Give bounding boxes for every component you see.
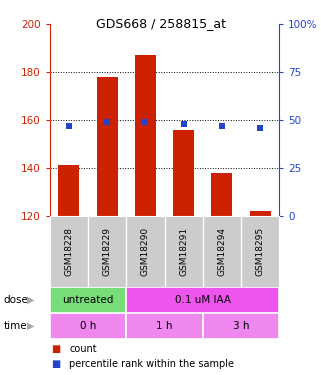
Bar [97, 77, 118, 216]
Text: dose: dose [4, 295, 29, 305]
Point [105, 119, 110, 125]
Text: time: time [4, 321, 28, 331]
Text: GSM18294: GSM18294 [217, 227, 226, 276]
Point [143, 119, 148, 125]
Text: GSM18229: GSM18229 [103, 227, 112, 276]
Text: count: count [69, 344, 97, 354]
Text: 0 h: 0 h [80, 321, 96, 331]
Bar [58, 165, 79, 216]
Point [66, 123, 72, 129]
Text: GSM18291: GSM18291 [179, 226, 188, 276]
Text: GSM18295: GSM18295 [256, 226, 265, 276]
Text: ▶: ▶ [27, 295, 34, 305]
Bar [173, 130, 194, 216]
Text: untreated: untreated [62, 295, 114, 305]
Point [181, 121, 186, 127]
Bar [211, 172, 232, 216]
Bar [50, 313, 126, 339]
Text: percentile rank within the sample: percentile rank within the sample [69, 359, 234, 369]
Point [219, 123, 224, 129]
Text: ■: ■ [51, 344, 61, 354]
Text: GDS668 / 258815_at: GDS668 / 258815_at [96, 17, 225, 30]
Text: GSM18228: GSM18228 [65, 227, 74, 276]
Text: 0.1 uM IAA: 0.1 uM IAA [175, 295, 231, 305]
Bar [126, 287, 279, 313]
Point [257, 124, 263, 130]
Bar [203, 313, 279, 339]
Bar [135, 56, 156, 216]
Text: ■: ■ [51, 359, 61, 369]
Bar [126, 313, 203, 339]
Text: ▶: ▶ [27, 321, 34, 331]
Text: 1 h: 1 h [156, 321, 173, 331]
Text: 3 h: 3 h [233, 321, 249, 331]
Bar [250, 211, 271, 216]
Bar [50, 287, 126, 313]
Text: GSM18290: GSM18290 [141, 226, 150, 276]
